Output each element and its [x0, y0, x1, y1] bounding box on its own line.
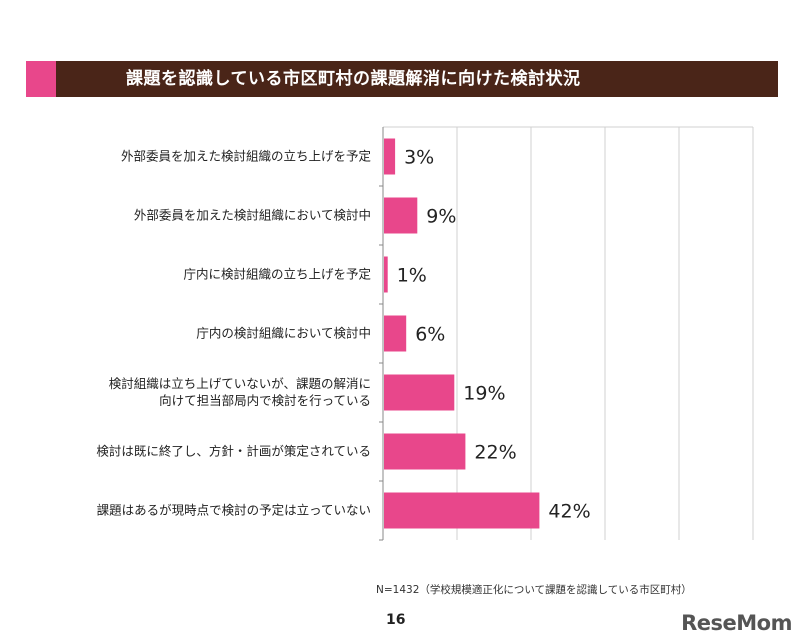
- title-accent-block: [26, 61, 56, 97]
- category-label: 検討組織は立ち上げていないが、課題の解消に向けて担当部局内で検討を行っている: [109, 376, 371, 408]
- category-label: 外部委員を加えた検討組織において検討中: [134, 208, 371, 223]
- category-label: 検討は既に終了し、方針・計画が策定されている: [96, 444, 371, 459]
- category-label: 庁内に検討組織の立ち上げを予定: [183, 267, 371, 282]
- bar: [384, 256, 388, 293]
- sample-size-note: N=1432（学校規模適正化について課題を認識している市区町村）: [376, 584, 692, 596]
- bar: [384, 197, 418, 234]
- value-label: 22%: [474, 442, 516, 464]
- category-label: 課題はあるが現時点で検討の予定は立っていない: [97, 503, 371, 518]
- bar: [384, 433, 466, 470]
- value-label: 3%: [404, 147, 434, 169]
- value-label: 42%: [548, 501, 590, 523]
- page-number: 16: [386, 612, 406, 628]
- bar: [384, 492, 540, 529]
- resemom-logo: ReseMom: [681, 611, 792, 635]
- bar: [384, 138, 396, 175]
- value-label: 9%: [426, 206, 456, 228]
- category-label: 外部委員を加えた検討組織の立ち上げを予定: [121, 149, 371, 164]
- value-label: 19%: [463, 383, 505, 405]
- bar: [384, 315, 407, 352]
- title-bar: 課題を認識している市区町村の課題解消に向けた検討状況: [26, 61, 778, 97]
- value-label: 1%: [397, 265, 427, 287]
- category-label: 庁内の検討組織において検討中: [196, 326, 371, 341]
- chart-title: 課題を認識している市区町村の課題解消に向けた検討状況: [126, 69, 581, 89]
- bar: [384, 374, 455, 411]
- value-label: 6%: [415, 324, 445, 346]
